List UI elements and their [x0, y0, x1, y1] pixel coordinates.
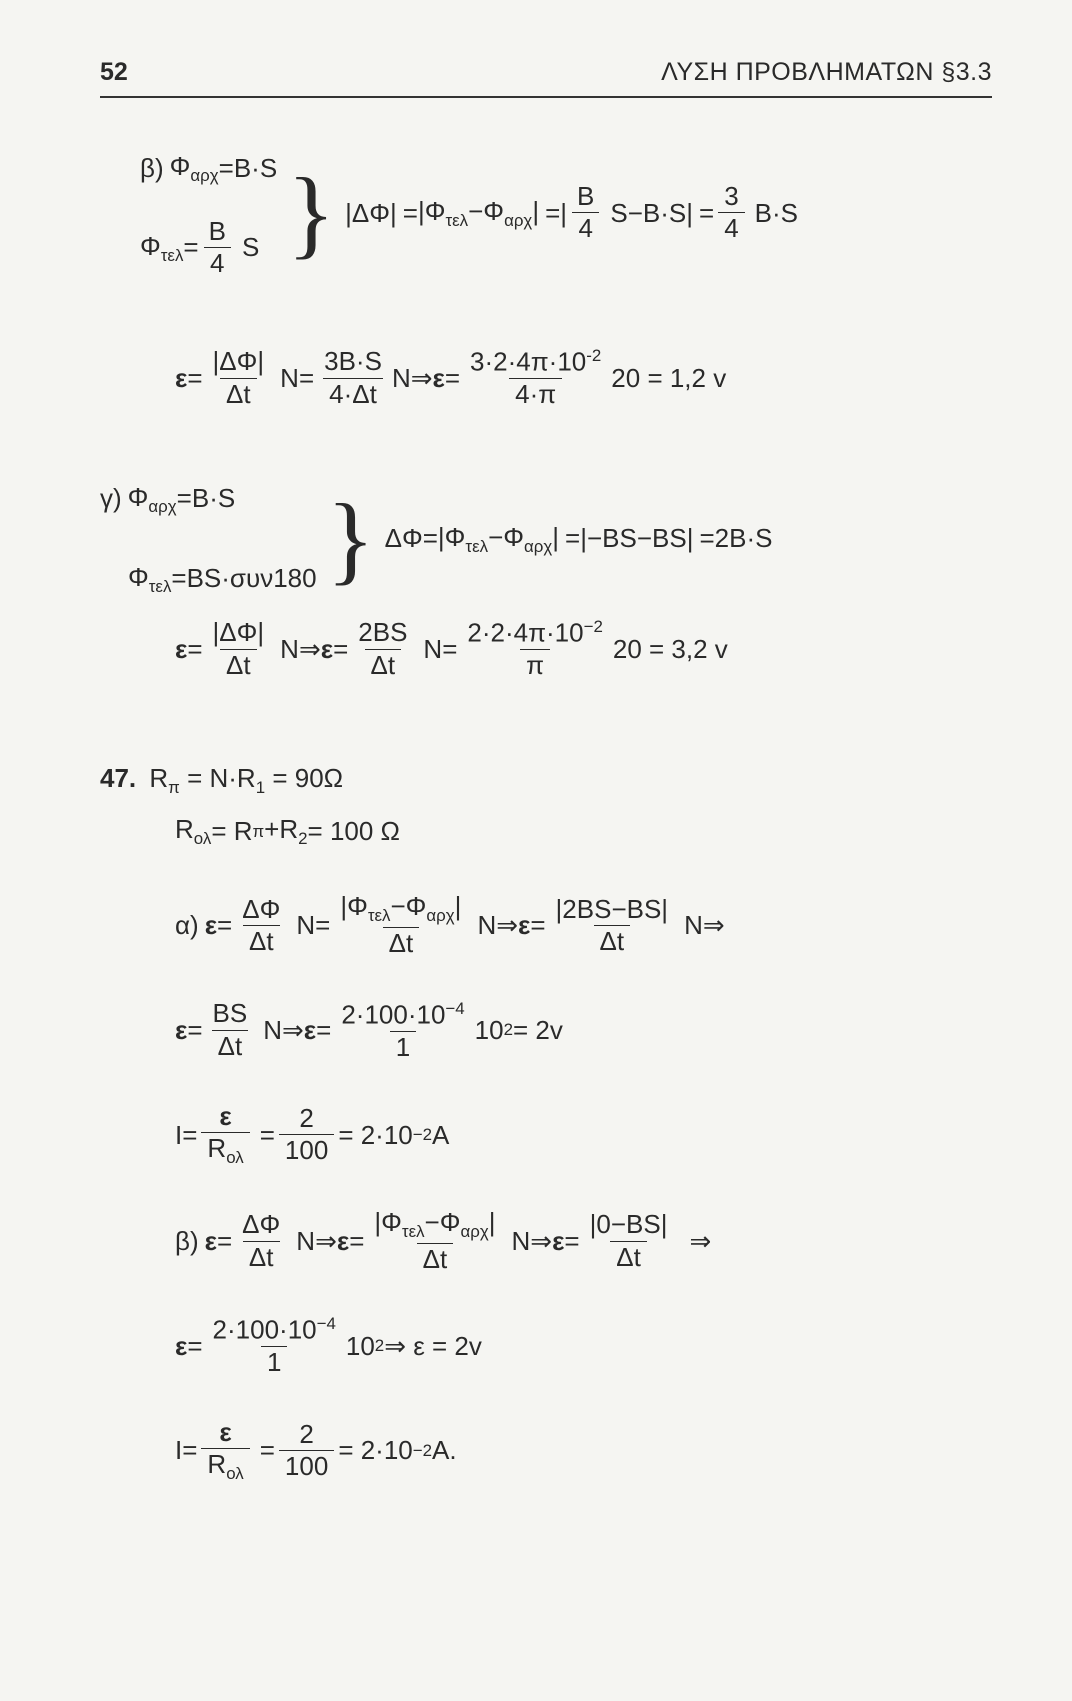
equation-beta: β) Φαρχ = B·S Φτελ = B 4 S } |ΔΦ| = |Φτε… [140, 148, 992, 277]
problem-47: 47. Rπ = N·R1 = 90Ω [100, 760, 992, 800]
problem-number: 47. [100, 763, 136, 793]
page-number: 52 [100, 55, 128, 90]
equation-beta-eps: ε = |ΔΦ| Δt N = 3B·S 4·Δt N ⇒ ε = 3·2·4π… [175, 347, 992, 408]
eq-47-beta-2: ε = 2·100·10−4 1 102 ⇒ ε = 2v [175, 1315, 992, 1376]
eq-rol: Rολ = Rπ +R2 = 100 Ω [175, 811, 992, 851]
label-gamma: γ) [100, 480, 122, 516]
section-title: ΛΥΣΗ ΠΡΟΒΛΗΜΑΤΩΝ §3.3 [661, 55, 992, 90]
eq-47-beta-1: β) ε = ΔΦΔt N ⇒ ε = |Φτελ−Φαρχ| Δt N ⇒ ε… [175, 1209, 992, 1273]
page-header: 52 ΛΥΣΗ ΠΡΟΒΛΗΜΑΤΩΝ §3.3 [100, 55, 992, 98]
eq-47-alpha-1: α) ε = ΔΦΔt N = |Φτελ−Φαρχ| Δt N ⇒ ε = |… [175, 893, 992, 957]
eq-47-alpha-2: ε = BS Δt N ⇒ ε = 2·100·10−4 1 102 = 2v [175, 1000, 992, 1061]
brace-icon: } [327, 494, 375, 584]
eq-47-beta-I: I = ε Rολ = 2 100 = 2·10−2 A. [175, 1419, 992, 1483]
label-alpha: α) [175, 907, 199, 943]
equation-gamma: γ) Φαρχ = B·S Φτελ = BS·συν180 } ΔΦ = |Φ… [100, 479, 992, 599]
brace-icon: } [287, 168, 335, 258]
eq-47-alpha-I: I = ε Rολ = 2 100 = 2·10−2 A [175, 1103, 992, 1167]
label-beta: β) [140, 150, 164, 186]
equation-gamma-eps: ε = |ΔΦ| Δt N ⇒ ε = 2BS Δt N = 2·2·4π·10… [175, 618, 992, 679]
